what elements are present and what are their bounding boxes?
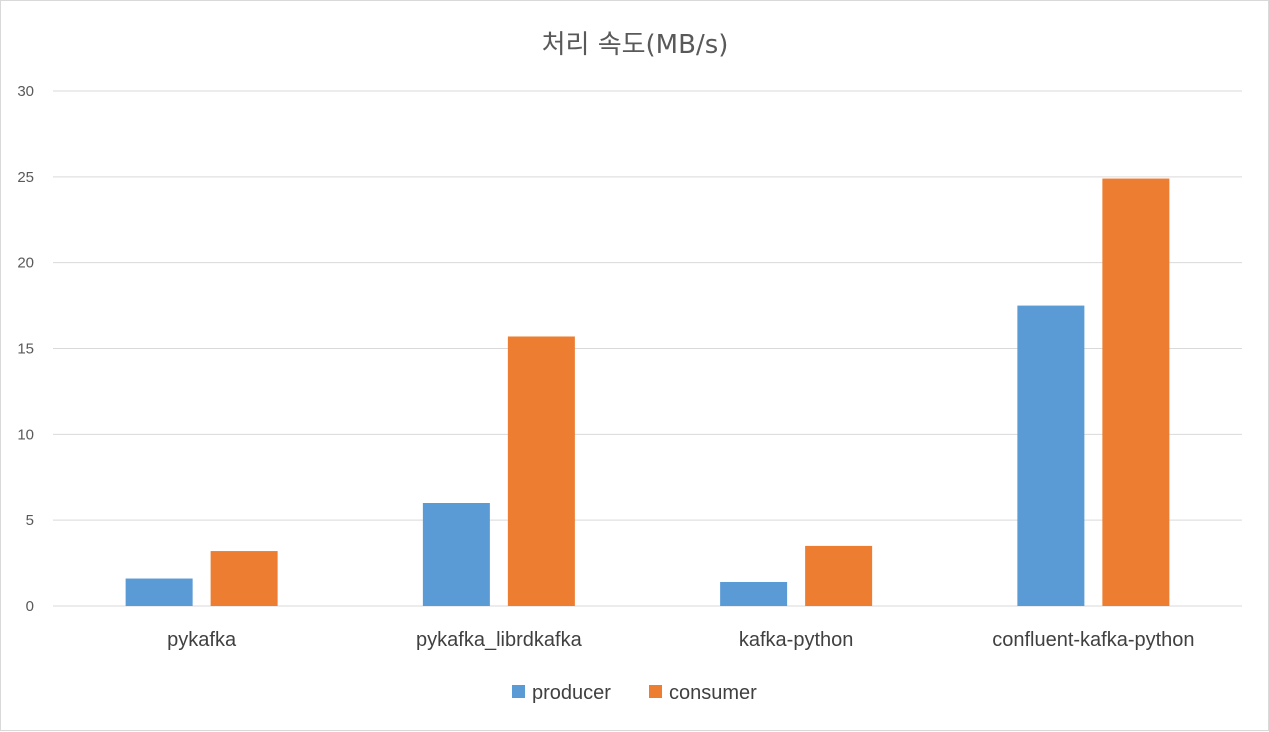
bar-producer-pykafka_librdkafka — [422, 503, 490, 606]
y-axis-ticks: 0 5 10 15 20 25 30 — [17, 83, 34, 615]
y-tick-label: 25 — [17, 169, 34, 186]
legend: producer consumer — [512, 682, 757, 704]
bar-consumer-pykafka_librdkafka — [507, 336, 575, 606]
bar-consumer-pykafka — [210, 551, 278, 606]
gridlines — [53, 90, 1242, 607]
y-tick-label: 5 — [26, 512, 34, 529]
chart-title: 처리 속도(MB/s) — [542, 30, 729, 60]
y-tick-label: 0 — [26, 598, 34, 615]
bar-consumer-confluent-kafka-python — [1102, 178, 1170, 607]
legend-label-producer: producer — [532, 682, 611, 704]
bar-producer-kafka-python — [720, 581, 788, 606]
bar-consumer-kafka-python — [805, 545, 873, 606]
y-tick-label: 30 — [17, 83, 34, 100]
x-category-label: confluent-kafka-python — [992, 629, 1194, 651]
bars — [125, 178, 1170, 607]
y-tick-label: 10 — [17, 426, 34, 443]
bar-producer-confluent-kafka-python — [1017, 305, 1085, 606]
bar-producer-pykafka — [125, 578, 193, 606]
legend-label-consumer: consumer — [669, 682, 757, 704]
x-axis-categories: pykafka pykafka_librdkafka kafka-python con… — [167, 629, 1194, 651]
y-tick-label: 20 — [17, 255, 34, 272]
x-category-label: kafka-python — [739, 629, 854, 651]
x-category-label: pykafka — [167, 629, 237, 651]
legend-swatch-consumer — [649, 685, 662, 698]
y-tick-label: 15 — [17, 341, 34, 358]
x-category-label: pykafka_librdkafka — [416, 629, 583, 651]
legend-swatch-producer — [512, 685, 525, 698]
